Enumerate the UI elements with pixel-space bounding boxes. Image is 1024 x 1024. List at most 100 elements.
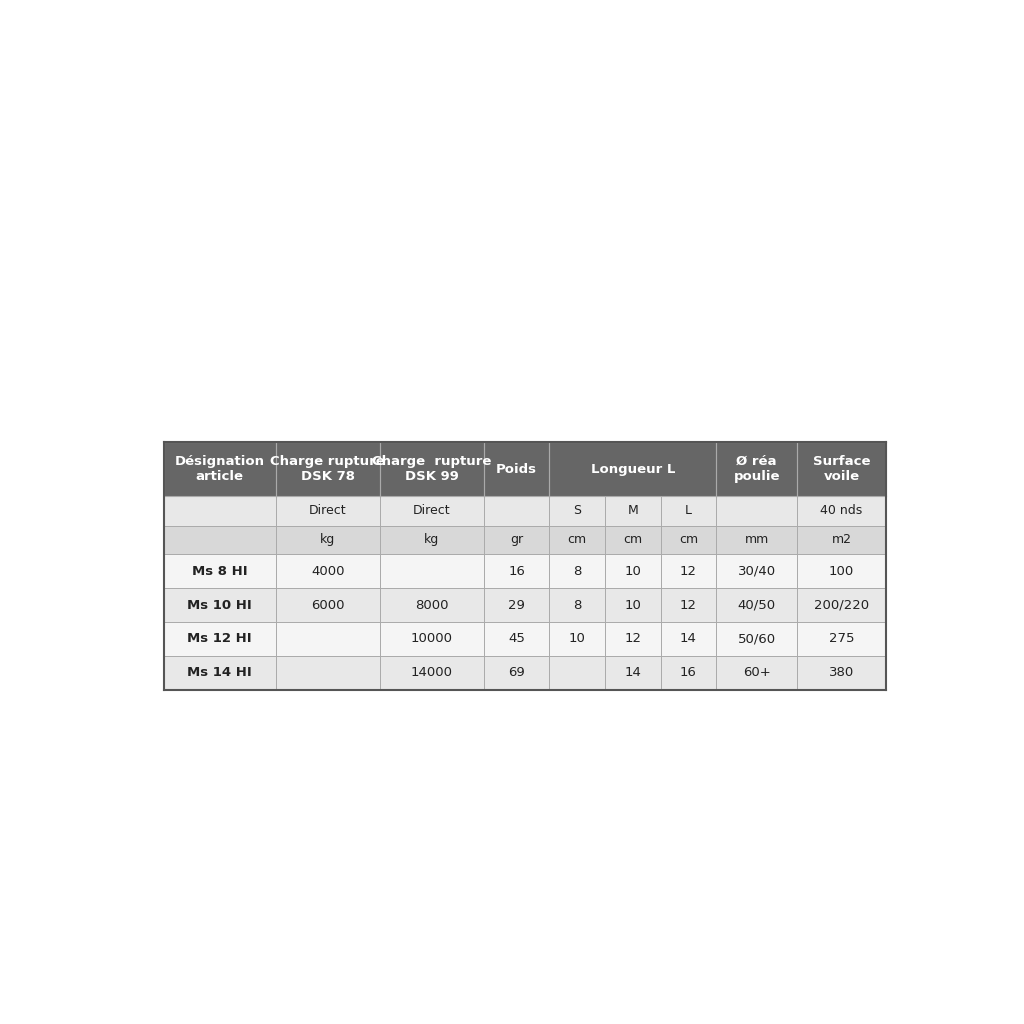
Bar xyxy=(275,496,380,525)
Bar xyxy=(797,554,886,588)
Text: cm: cm xyxy=(679,534,698,547)
Bar xyxy=(484,554,550,588)
Text: 4000: 4000 xyxy=(311,564,344,578)
Bar xyxy=(164,588,275,622)
Text: gr: gr xyxy=(510,534,523,547)
Text: Direct: Direct xyxy=(309,504,346,517)
Text: 275: 275 xyxy=(828,633,854,645)
Bar xyxy=(484,588,550,622)
Text: 12: 12 xyxy=(680,564,697,578)
Text: 380: 380 xyxy=(828,667,854,679)
Bar xyxy=(605,656,660,690)
Bar xyxy=(275,525,380,554)
Bar xyxy=(164,622,275,656)
Bar xyxy=(164,656,275,690)
Text: S: S xyxy=(573,504,582,517)
Text: 69: 69 xyxy=(508,667,525,679)
Text: 45: 45 xyxy=(508,633,525,645)
Text: Ms 8 HI: Ms 8 HI xyxy=(191,564,248,578)
Bar xyxy=(380,442,484,496)
Bar xyxy=(275,554,380,588)
Bar xyxy=(380,525,484,554)
Text: 10: 10 xyxy=(625,599,641,611)
Bar xyxy=(797,525,886,554)
Bar xyxy=(484,622,550,656)
Bar xyxy=(275,656,380,690)
Bar xyxy=(484,442,550,496)
Bar xyxy=(660,554,716,588)
Bar xyxy=(660,656,716,690)
Text: Ms 12 HI: Ms 12 HI xyxy=(187,633,252,645)
Bar xyxy=(275,622,380,656)
Bar xyxy=(716,622,797,656)
Text: Poids: Poids xyxy=(497,463,538,475)
Bar xyxy=(380,656,484,690)
Bar xyxy=(716,554,797,588)
Bar xyxy=(605,588,660,622)
Text: 6000: 6000 xyxy=(311,599,344,611)
Bar xyxy=(164,496,275,525)
Text: 16: 16 xyxy=(508,564,525,578)
Bar xyxy=(164,442,275,496)
Text: 14: 14 xyxy=(680,633,696,645)
Text: L: L xyxy=(685,504,692,517)
Text: 100: 100 xyxy=(828,564,854,578)
Text: Direct: Direct xyxy=(413,504,451,517)
Bar xyxy=(660,588,716,622)
Bar xyxy=(550,554,605,588)
Bar xyxy=(380,588,484,622)
Bar xyxy=(605,496,660,525)
Bar xyxy=(716,525,797,554)
Bar xyxy=(550,656,605,690)
Bar xyxy=(605,525,660,554)
Bar xyxy=(275,442,380,496)
Text: mm: mm xyxy=(744,534,769,547)
Bar xyxy=(605,622,660,656)
Bar xyxy=(797,496,886,525)
Text: 40 nds: 40 nds xyxy=(820,504,862,517)
Bar xyxy=(797,622,886,656)
Bar xyxy=(484,656,550,690)
Text: 29: 29 xyxy=(508,599,525,611)
Bar xyxy=(660,622,716,656)
Text: 14000: 14000 xyxy=(411,667,453,679)
Bar xyxy=(660,525,716,554)
Text: 14: 14 xyxy=(625,667,641,679)
Text: Désignation
article: Désignation article xyxy=(175,455,264,483)
Text: Ms 10 HI: Ms 10 HI xyxy=(187,599,252,611)
Bar xyxy=(550,496,605,525)
Bar xyxy=(605,554,660,588)
Text: 30/40: 30/40 xyxy=(737,564,776,578)
Bar xyxy=(660,496,716,525)
Text: 40/50: 40/50 xyxy=(737,599,776,611)
Text: kg: kg xyxy=(321,534,335,547)
Text: 200/220: 200/220 xyxy=(814,599,869,611)
Text: 12: 12 xyxy=(625,633,641,645)
Bar xyxy=(380,496,484,525)
Bar xyxy=(484,525,550,554)
Text: 50/60: 50/60 xyxy=(737,633,776,645)
Bar xyxy=(716,496,797,525)
Bar xyxy=(797,656,886,690)
Text: Charge  rupture
DSK 99: Charge rupture DSK 99 xyxy=(372,455,492,483)
Bar xyxy=(164,525,275,554)
Text: Charge rupture
DSK 78: Charge rupture DSK 78 xyxy=(270,455,385,483)
Text: 8: 8 xyxy=(573,564,582,578)
Bar xyxy=(275,588,380,622)
Text: 60+: 60+ xyxy=(742,667,770,679)
Text: Longueur L: Longueur L xyxy=(591,463,675,475)
Bar xyxy=(380,554,484,588)
Text: kg: kg xyxy=(424,534,439,547)
Text: 8000: 8000 xyxy=(415,599,449,611)
Bar xyxy=(550,622,605,656)
Bar xyxy=(164,554,275,588)
Text: Surface
voile: Surface voile xyxy=(813,455,870,483)
Text: 8: 8 xyxy=(573,599,582,611)
Text: 10: 10 xyxy=(625,564,641,578)
Text: cm: cm xyxy=(624,534,642,547)
Text: 12: 12 xyxy=(680,599,697,611)
Text: Ms 14 HI: Ms 14 HI xyxy=(187,667,252,679)
Text: 10000: 10000 xyxy=(411,633,453,645)
Bar xyxy=(716,442,797,496)
Text: 10: 10 xyxy=(568,633,586,645)
